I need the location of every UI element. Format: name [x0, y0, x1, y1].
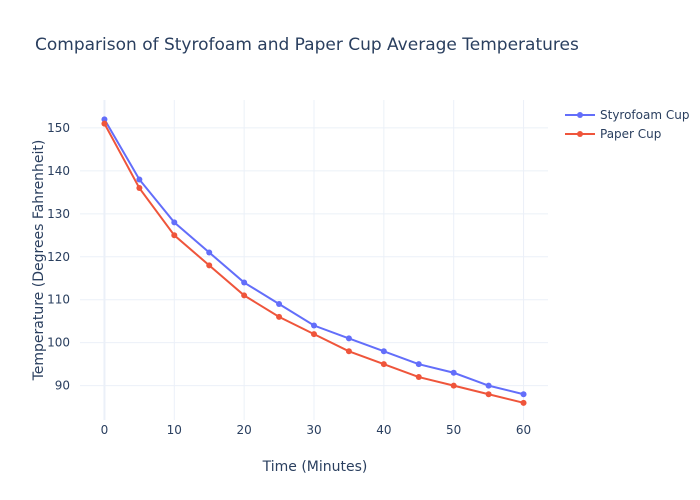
data-point	[101, 116, 108, 123]
x-tick-label: 10	[167, 423, 182, 437]
chart-title: Comparison of Styrofoam and Paper Cup Av…	[35, 35, 579, 55]
series	[101, 116, 527, 406]
legend-marker	[577, 112, 583, 118]
data-point	[276, 313, 283, 320]
data-point	[171, 219, 178, 226]
x-tick-label: 20	[237, 423, 252, 437]
data-point	[380, 348, 387, 355]
y-tick-label: 110	[47, 293, 70, 307]
data-point	[485, 391, 492, 398]
data-point	[311, 322, 317, 329]
y-tick-label: 150	[47, 121, 70, 135]
data-point	[311, 331, 317, 338]
data-point	[206, 249, 213, 256]
y-tick-label: 140	[47, 164, 70, 178]
data-point	[136, 185, 143, 192]
y-tick-label: 130	[47, 207, 70, 221]
data-point	[450, 369, 457, 376]
x-tick-label: 50	[446, 423, 461, 437]
data-point	[276, 301, 283, 308]
y-tick-label: 90	[55, 379, 70, 393]
legend-item[interactable]: Styrofoam Cup	[565, 108, 689, 122]
legend-marker	[577, 131, 583, 137]
data-point	[171, 232, 178, 239]
data-point	[241, 279, 248, 286]
data-point	[345, 348, 352, 355]
data-point	[136, 176, 143, 183]
data-point	[380, 361, 387, 368]
data-point	[520, 391, 527, 398]
legend-label: Styrofoam Cup	[600, 108, 689, 122]
x-tick-label: 30	[306, 423, 321, 437]
tick-labels: 90 100 110 120 130 140 150 0 10 20 30 40 50 60	[47, 121, 531, 437]
data-point	[101, 120, 108, 127]
x-tick-label: 60	[516, 423, 531, 437]
data-point	[415, 374, 422, 381]
grid	[80, 100, 548, 420]
data-point	[241, 292, 248, 299]
series-1	[101, 120, 527, 406]
data-point	[450, 382, 457, 389]
x-tick-label: 0	[101, 423, 109, 437]
y-axis-title: Temperature (Degrees Fahrenheit)	[31, 140, 47, 382]
data-point	[415, 361, 422, 368]
data-point	[206, 262, 213, 269]
legend-label: Paper Cup	[600, 127, 661, 141]
data-point	[485, 382, 492, 389]
y-tick-label: 120	[47, 250, 70, 264]
x-tick-label: 40	[376, 423, 391, 437]
series-0	[101, 116, 527, 398]
data-point	[345, 335, 352, 342]
legend-item[interactable]: Paper Cup	[565, 127, 661, 141]
y-tick-label: 100	[47, 336, 70, 350]
data-point	[520, 399, 527, 406]
x-axis-title: Time (Minutes)	[262, 459, 368, 475]
legend: Styrofoam Cup Paper Cup	[565, 108, 689, 141]
